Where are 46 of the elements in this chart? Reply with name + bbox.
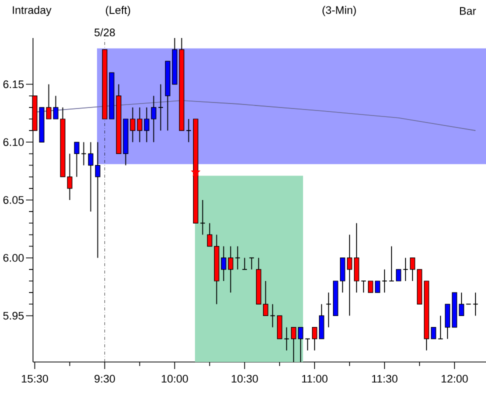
candlestick [186, 118, 192, 143]
x-tick-label: 10:30 [232, 374, 258, 383]
candlestick [234, 246, 240, 270]
x-tick-label: 10:00 [162, 374, 188, 383]
y-tick-label: 5.95 [3, 312, 24, 320]
x-tick-label: 11:30 [372, 374, 398, 383]
text: (Left) [106, 6, 130, 16]
candlestick [354, 222, 360, 294]
x-tick-label: 9:30 [94, 374, 115, 383]
candlestick [458, 292, 464, 316]
chart-title: (3-Min) [322, 6, 356, 16]
candlestick [438, 315, 444, 340]
candlestick [472, 292, 478, 316]
candlestick [200, 200, 206, 236]
candlestick [382, 268, 388, 294]
text: Intraday [12, 6, 52, 16]
candlestick [248, 257, 254, 270]
x-tick-label: 15:30 [22, 374, 48, 383]
candlestick [444, 304, 450, 340]
candlestick [374, 280, 380, 294]
x-tick-label: 12:00 [442, 374, 468, 383]
candlestick [346, 234, 352, 316]
ref-line-label: 5/28 [94, 28, 115, 36]
y-tick-label: 6.10 [3, 138, 24, 146]
text: Bar [460, 7, 476, 15]
candlestick [312, 326, 318, 351]
candlestick [360, 280, 366, 294]
y-tick-label: 6.15 [3, 80, 24, 88]
candlestick [242, 257, 248, 270]
x-tick-label: 11:00 [302, 374, 328, 383]
y-tick-label: 6.05 [3, 196, 24, 204]
candlestick [410, 257, 416, 282]
candlestick [277, 315, 282, 340]
candlestick [318, 304, 324, 340]
candlestick [402, 257, 408, 282]
candlestick [388, 246, 394, 282]
candlestick [284, 326, 290, 351]
candlestick [430, 326, 436, 340]
candlestick [396, 268, 402, 282]
candlestick [340, 257, 346, 294]
candlestick [74, 142, 80, 178]
candlestick [326, 292, 332, 328]
candlestick [158, 84, 164, 132]
y-tick-label: 6.00 [3, 254, 24, 262]
candlestick [304, 338, 310, 351]
candlestick [368, 280, 374, 294]
